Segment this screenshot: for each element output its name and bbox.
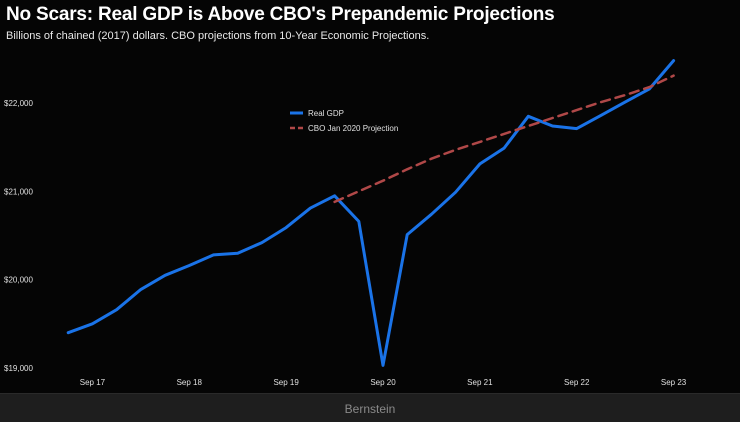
x-tick-label: Sep 18 [177, 378, 203, 387]
legend-label: Real GDP [308, 109, 344, 118]
x-tick-label: Sep 21 [467, 378, 493, 387]
cbo-projection-line [333, 74, 675, 204]
x-tick-label: Sep 19 [273, 378, 299, 387]
real-gdp-line [66, 59, 676, 367]
x-tick-label: Sep 17 [80, 378, 106, 387]
source-caption: Bernstein [344, 402, 396, 416]
y-tick-label: $22,000 [4, 99, 33, 108]
chart-title: No Scars: Real GDP is Above CBO's Prepan… [6, 4, 555, 25]
legend-label: CBO Jan 2020 Projection [308, 124, 398, 133]
x-tick-label: Sep 22 [564, 378, 590, 387]
caption-bar: Bernstein [0, 393, 740, 422]
x-tick-label: Sep 23 [661, 378, 687, 387]
chart-subtitle: Billions of chained (2017) dollars. CBO … [6, 30, 430, 42]
x-tick-label: Sep 20 [370, 378, 396, 387]
y-tick-label: $19,000 [4, 364, 33, 373]
chart-figure: No Scars: Real GDP is Above CBO's Prepan… [0, 0, 740, 393]
y-tick-label: $21,000 [4, 187, 33, 196]
y-tick-label: $20,000 [4, 276, 33, 285]
chart-plot: $19,000 $20,000 $21,000 $22,000 Sep 17 Sep 18… [4, 59, 687, 387]
